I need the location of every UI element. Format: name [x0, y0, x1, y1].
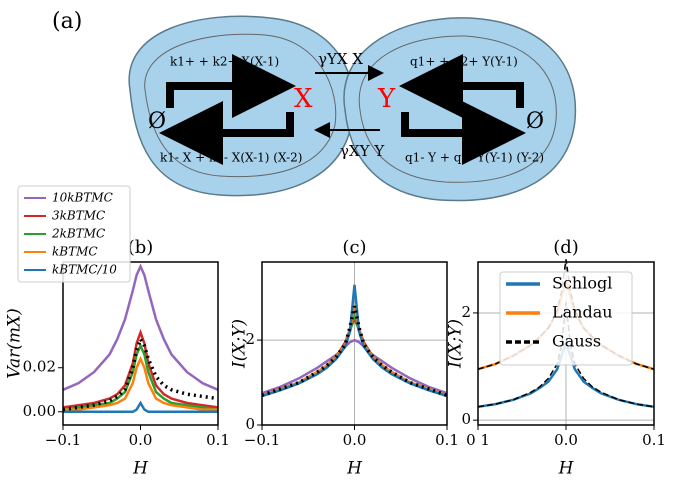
- series-line: [63, 355, 218, 411]
- y-tick-label: 0.02: [23, 358, 56, 376]
- series-line: [62, 334, 219, 412]
- series-line: [62, 263, 219, 391]
- x-axis-label: H: [558, 459, 575, 479]
- legend-label: Landau: [552, 303, 613, 322]
- panel-title: (d): [553, 237, 579, 258]
- x-tick-label: −0.1: [244, 431, 280, 449]
- panel-label: (a): [52, 9, 82, 34]
- series-line: [63, 400, 218, 414]
- y-tick-label: 0: [245, 415, 255, 433]
- y-axis-label: I(X;Y): [230, 319, 250, 369]
- y-tick-label: 0: [461, 410, 471, 428]
- x-tick-label: 0 1: [466, 431, 490, 449]
- arrow: [166, 54, 296, 118]
- rate: γYX X: [318, 50, 363, 68]
- plot-frame: [62, 261, 219, 426]
- x-tick-label: 0.1: [435, 431, 459, 449]
- node-y: Y: [377, 84, 396, 114]
- panel-title: (c): [342, 237, 366, 258]
- legend-label: kBTMC/10: [52, 263, 117, 277]
- rate: γXY Y: [340, 142, 385, 160]
- legend-label: kBTMC: [52, 245, 98, 259]
- legend-label: Gauss: [552, 332, 601, 351]
- x-tick-label: 0.0: [343, 431, 367, 449]
- arrow: [401, 101, 526, 165]
- y-tick-label: 2: [461, 303, 471, 321]
- x-tick-label: 0.0: [129, 431, 153, 449]
- legend-box: [17, 185, 131, 283]
- arrow: [159, 101, 294, 165]
- cell-y-inner: [358, 35, 557, 183]
- node-x: X: [294, 84, 313, 114]
- x-tick-label: 0.1: [642, 431, 666, 449]
- y-axis-label: Var(mX): [5, 308, 25, 378]
- series-line: [261, 338, 448, 395]
- series-line: [261, 305, 448, 397]
- reaction: k1+ + k2+ X(X-1): [170, 55, 279, 69]
- empty-set: Ø: [526, 109, 544, 134]
- reaction: k1- X + k2- X(X-1) (X-2): [160, 151, 302, 165]
- x-tick-label: 0.0: [554, 431, 578, 449]
- series-line: [62, 342, 219, 411]
- y-tick-label: 0.00: [23, 402, 56, 420]
- arrow: [399, 54, 524, 118]
- series-line: [62, 328, 219, 409]
- legend-label: 2kBTMC: [51, 227, 105, 241]
- legend-label: 3kBTMC: [52, 209, 105, 223]
- x-axis-label: H: [346, 459, 363, 479]
- x-tick-label: −0.1: [45, 431, 81, 449]
- reaction: q1+ + q2+ Y(Y-1): [410, 55, 518, 69]
- diagram: (a) k1+ + k2+ X(X-1) k1- X + k2- X(X-1) …: [52, 9, 577, 202]
- legend-label: Schlogl: [552, 274, 612, 293]
- x-tick-label: 0.1: [206, 431, 230, 449]
- x-axis-label: H: [132, 459, 149, 479]
- series-line: [261, 284, 448, 398]
- reaction: q1- Y + q2- Y(Y-1) (Y-2): [405, 151, 544, 165]
- legend-label: 10kBTMC: [52, 191, 113, 205]
- y-axis-label: I(X;Y): [446, 319, 466, 369]
- cell-x-inner: [144, 33, 337, 178]
- plot-frame: [477, 261, 655, 426]
- panel-title: (b): [128, 237, 154, 258]
- empty-set: Ø: [148, 109, 166, 134]
- cell-x: [128, 15, 355, 197]
- plot-frame: [261, 261, 448, 426]
- y-tick-label: 2: [245, 330, 255, 348]
